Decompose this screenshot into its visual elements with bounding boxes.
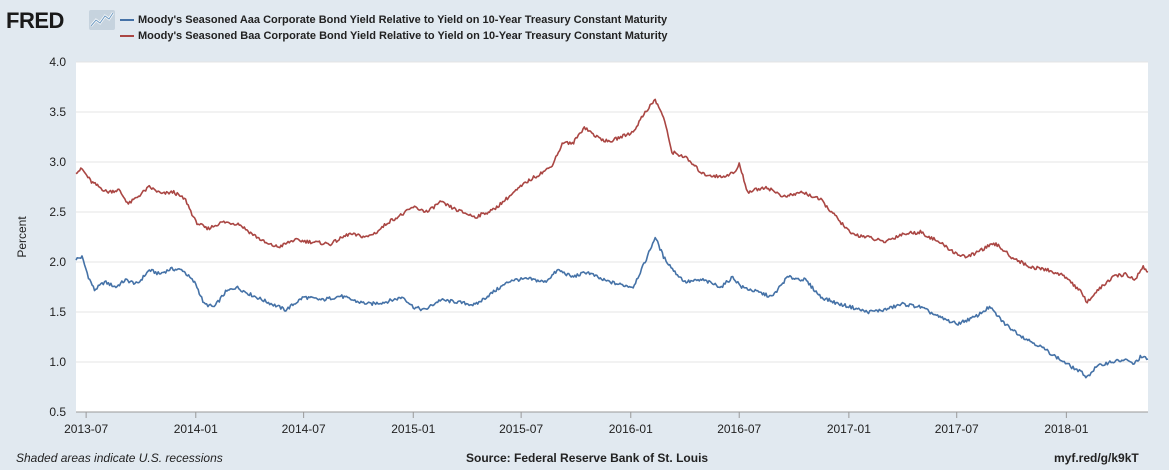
line-chart: 0.51.01.52.02.53.03.54.0 2013-07 2014-01 2… [15, 55, 1149, 436]
y-tick-label: 4.0 [49, 55, 66, 69]
series-line-aaa[interactable] [75, 236, 1149, 379]
source-note: Source: Federal Reserve Bank of St. Loui… [466, 451, 709, 465]
y-tick-label: 3.5 [49, 105, 66, 119]
short-link[interactable]: myf.red/g/k9kT [1054, 451, 1139, 465]
y-tick-label: 0.5 [49, 405, 66, 419]
y-tick-label: 1.0 [49, 355, 66, 369]
grid-lines [76, 61, 1148, 418]
series-line-baa[interactable] [75, 98, 1149, 304]
x-tick-label: 2016-01 [609, 422, 653, 436]
y-tick-label: 2.0 [49, 255, 66, 269]
y-tick-label: 1.5 [49, 305, 66, 319]
legend-entry-aaa[interactable]: Moody's Seasoned Aaa Corporate Bond Yiel… [120, 13, 667, 27]
x-tick-label: 2014-01 [174, 422, 218, 436]
x-tick-label: 2013-07 [64, 422, 108, 436]
legend-swatch-baa [120, 35, 134, 38]
series-lines [75, 98, 1149, 379]
recession-note: Shaded areas indicate U.S. recessions [16, 451, 223, 465]
x-tick-label: 2018-01 [1044, 422, 1088, 436]
legend-label-aaa: Moody's Seasoned Aaa Corporate Bond Yiel… [138, 14, 668, 26]
x-tick-label: 2014-07 [282, 422, 326, 436]
chart-header: FRED Moody's Seasoned Aaa Corporate Bond… [0, 0, 1169, 50]
plot-area [76, 62, 1148, 412]
x-tick-label: 2015-07 [499, 422, 543, 436]
x-axis-tick-labels: 2013-07 2014-01 2014-07 2015-01 2015-07 2016-… [64, 422, 1089, 436]
fred-logo: FRED [6, 8, 64, 33]
legend-entry-baa[interactable]: Moody's Seasoned Baa Corporate Bond Yiel… [120, 29, 668, 43]
x-tick-label: 2016-07 [717, 422, 761, 436]
x-tick-label: 2015-01 [391, 422, 435, 436]
x-tick-label: 2017-01 [827, 422, 871, 436]
y-axis-label: Percent [15, 216, 29, 258]
fred-chart-icon [89, 10, 115, 30]
x-tick-label: 2017-07 [935, 422, 979, 436]
legend-label-baa: Moody's Seasoned Baa Corporate Bond Yiel… [138, 30, 668, 42]
y-tick-label: 2.5 [49, 205, 66, 219]
y-axis-tick-labels: 0.5 1.0 1.5 2.0 2.5 3.0 3.5 4.0 [49, 55, 66, 419]
legend-swatch-aaa [120, 19, 134, 22]
y-tick-label: 3.0 [49, 155, 66, 169]
